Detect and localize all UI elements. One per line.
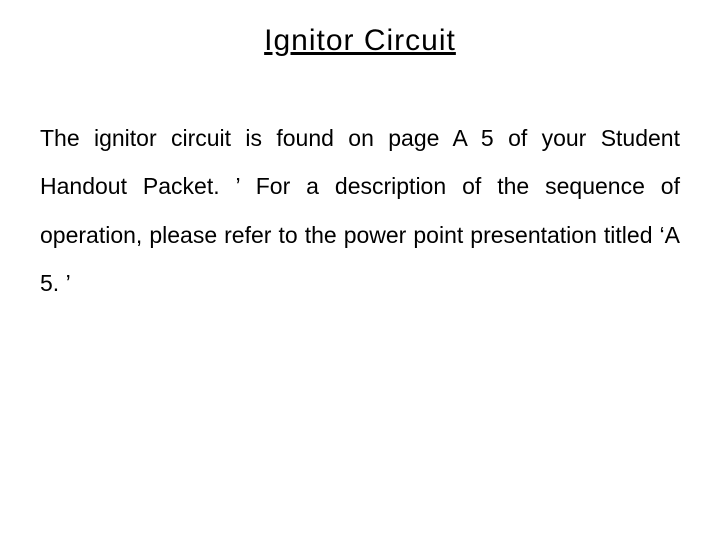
slide-body-text: The ignitor circuit is found on page A 5…: [40, 114, 680, 307]
slide-title: Ignitor Circuit: [40, 24, 680, 58]
slide-container: Ignitor Circuit The ignitor circuit is f…: [0, 0, 720, 540]
